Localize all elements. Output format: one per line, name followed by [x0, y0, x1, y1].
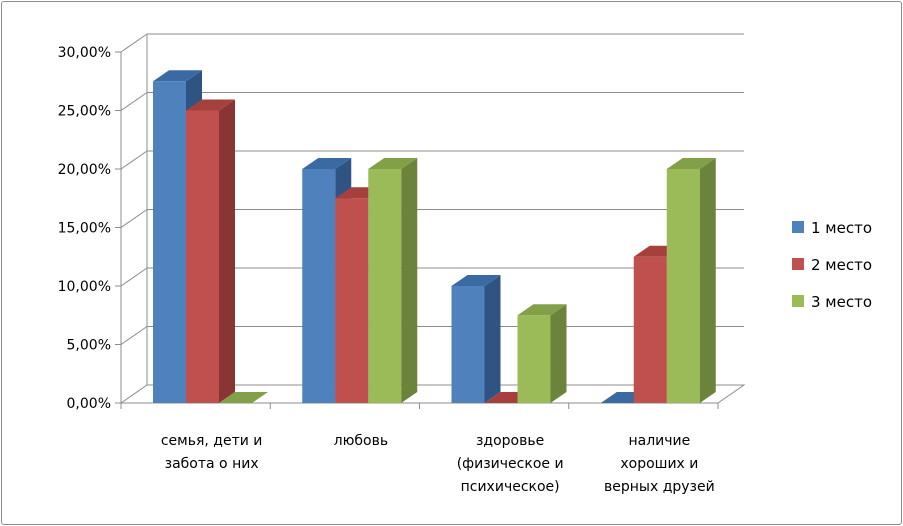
category-label-line: здоровье — [476, 433, 544, 449]
legend-label: 3 место — [811, 293, 872, 311]
y-tick-label: 10,00% — [58, 279, 111, 295]
bar-front — [153, 81, 186, 403]
y-tick-label: 20,00% — [58, 162, 111, 178]
bar-top — [368, 158, 418, 169]
bar-top — [186, 99, 235, 111]
bar-top — [517, 304, 567, 316]
bar-front — [633, 256, 667, 403]
category-label-line: верных друзей — [604, 479, 715, 495]
y-tick-label: 25,00% — [58, 104, 111, 120]
legend-swatch — [792, 295, 804, 307]
bar-side — [401, 158, 418, 403]
bar-front — [451, 286, 485, 403]
bar-top — [666, 158, 716, 169]
y-tick-label: 15,00% — [58, 221, 111, 237]
y-tick-label: 5,00% — [67, 338, 111, 354]
bar-side — [699, 158, 716, 403]
y-tick-label: 0,00% — [67, 396, 111, 412]
category-label: семья, дети и забота о них — [161, 433, 263, 472]
bar-side — [550, 304, 567, 403]
category-label-line: наличие — [628, 433, 690, 449]
x-axis-categories: семья, дети и забота о них любовь здоровье (… — [161, 433, 715, 495]
bar-side — [219, 99, 235, 403]
category-label: наличие хороших и верных друзей — [604, 433, 715, 495]
bar-front — [186, 110, 219, 403]
category-label-line: любовь — [334, 433, 388, 449]
category-label: любовь — [334, 433, 388, 449]
bar-3-место-0 — [219, 392, 268, 403]
bar-top — [451, 275, 501, 286]
bar-2-место-0 — [186, 99, 235, 403]
bar-3-место-3 — [666, 158, 716, 403]
bar-top — [302, 158, 352, 169]
bar-top — [219, 392, 268, 403]
y-axis-ticks: 0,00% 5,00% 10,00% 15,00% 20,00% 25,00% 30,00% — [58, 45, 111, 412]
category-label-line: забота о них — [165, 456, 259, 472]
bar-side — [484, 275, 501, 403]
legend-label: 2 место — [811, 256, 872, 274]
bar-3-место-2 — [517, 304, 567, 403]
category-label-line: психическое) — [461, 479, 560, 495]
bar-front — [302, 169, 336, 403]
bar-front — [368, 169, 402, 403]
bar-front — [517, 315, 551, 403]
bar-front — [335, 198, 369, 403]
gridline-diagonal — [120, 209, 148, 228]
bar-1-место-2 — [451, 275, 501, 403]
bars — [153, 70, 716, 403]
category-label-line: (физическое и — [457, 456, 564, 472]
gridline-diagonal — [120, 92, 148, 111]
category-label-line: хороших и — [620, 456, 698, 472]
legend-swatch — [792, 258, 804, 270]
legend-label: 1 место — [811, 219, 872, 237]
gridline-diagonal — [120, 267, 148, 287]
category-label: здоровье (физическое и психическое) — [457, 433, 564, 495]
legend-swatch — [792, 221, 804, 233]
bar-3-место-1 — [368, 158, 418, 403]
y-tick-label: 30,00% — [58, 45, 111, 61]
gridline-diagonal — [120, 33, 148, 53]
bar-top — [153, 70, 202, 82]
legend: 1 место 2 место 3 место — [792, 219, 872, 311]
category-label-line: семья, дети и — [161, 433, 263, 449]
bar-front — [666, 169, 700, 403]
gridline-diagonal — [120, 150, 148, 170]
gridline-diagonal — [120, 326, 148, 345]
